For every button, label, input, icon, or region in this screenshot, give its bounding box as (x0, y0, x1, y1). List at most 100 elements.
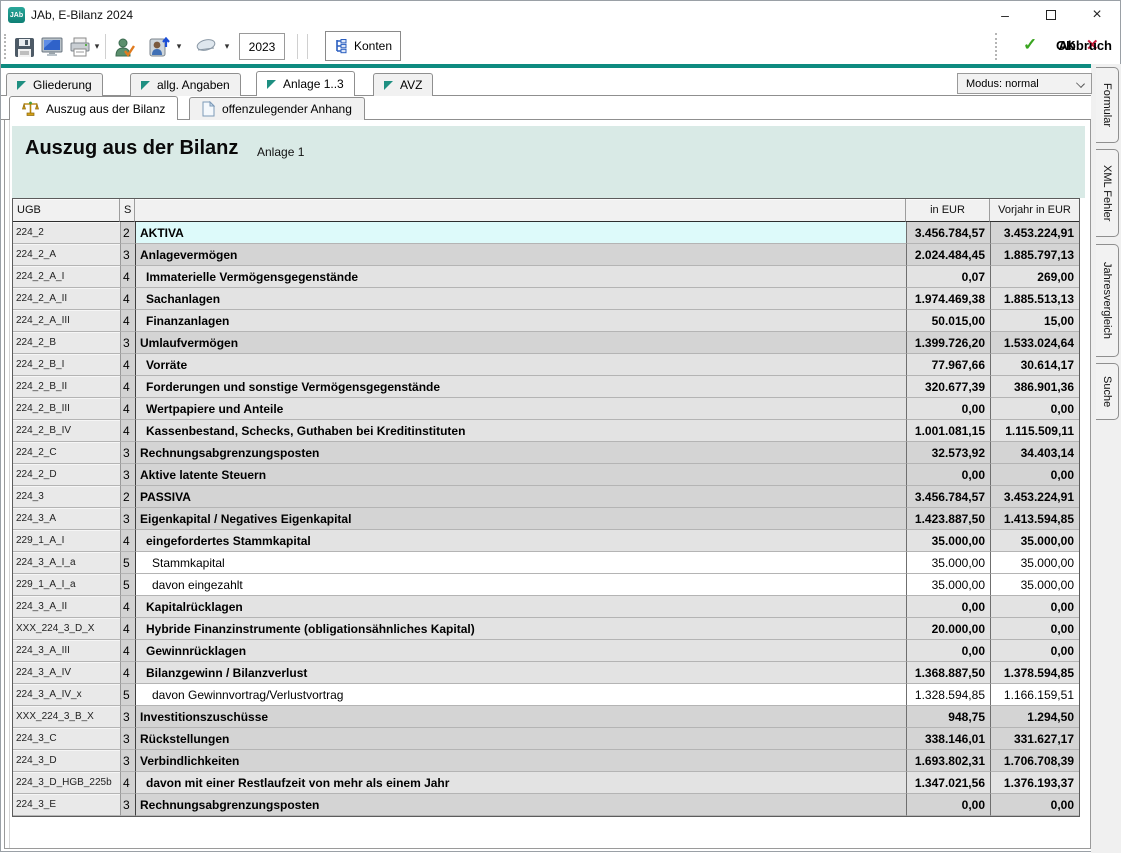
table-row[interactable]: 224_2_A3Anlagevermögen2.024.484,451.885.… (13, 244, 1079, 266)
user-up-dropdown-arrow[interactable]: ▾ (173, 41, 185, 52)
tab-anlage-1-3[interactable]: Anlage 1..3 (256, 71, 355, 96)
cell-s: 4 (120, 772, 135, 794)
table-row[interactable]: 224_2_A_III4Finanzanlagen50.015,0015,00 (13, 310, 1079, 332)
cell-eur: 1.328.594,85 (906, 684, 990, 706)
tab-label: Gliederung (33, 78, 92, 92)
cell-code: 224_2_B_II (13, 376, 120, 398)
cell-s: 4 (120, 310, 135, 332)
cell-s: 3 (120, 750, 135, 772)
cancel-button[interactable]: Abbruch (1059, 38, 1112, 53)
subtab-auszug-bilanz[interactable]: Auszug aus der Bilanz (9, 96, 178, 120)
table-row[interactable]: 224_32PASSIVA3.456.784,573.453.224,91 (13, 486, 1079, 508)
minimize-button[interactable]: – (982, 1, 1028, 29)
save-button[interactable] (11, 34, 37, 60)
flag-icon (267, 80, 276, 89)
subtab-offenzulegender-anhang[interactable]: offenzulegender Anhang (189, 97, 365, 120)
cell-eur: 1.001.081,15 (906, 420, 990, 442)
cell-code: 224_3_A_II (13, 596, 120, 618)
cell-prev: 15,00 (990, 310, 1079, 332)
cell-name: eingefordertes Stammkapital (135, 530, 906, 552)
year-field[interactable]: 2023 (239, 33, 285, 60)
scales-icon (22, 100, 39, 117)
save-icon (14, 37, 35, 58)
table-row[interactable]: XXX_224_3_B_X3Investitionszuschüsse948,7… (13, 706, 1079, 728)
cell-name: Vorräte (135, 354, 906, 376)
cell-code: 224_2_D (13, 464, 120, 486)
balance-table-body: 224_22AKTIVA3.456.784,573.453.224,91224_… (13, 222, 1079, 816)
cell-prev: 35.000,00 (990, 552, 1079, 574)
accent-divider (1, 64, 1120, 68)
side-tab-suche[interactable]: Suche (1096, 363, 1119, 420)
table-row[interactable]: XXX_224_3_D_X4Hybride Finanzinstrumente … (13, 618, 1079, 640)
user-up-button[interactable] (147, 34, 173, 60)
side-tab-xml-fehler[interactable]: XML Fehler (1096, 149, 1119, 237)
table-row[interactable]: 224_2_B_I4Vorräte77.967,6630.614,17 (13, 354, 1079, 376)
table-row[interactable]: 224_2_A_II4Sachanlagen1.974.469,381.885.… (13, 288, 1079, 310)
toolbar-separator (995, 33, 997, 60)
table-row[interactable]: 229_1_A_I4eingefordertes Stammkapital35.… (13, 530, 1079, 552)
table-row[interactable]: 224_3_E3Rechnungsabgrenzungsposten0,000,… (13, 794, 1079, 816)
flag-icon (141, 81, 150, 90)
user-check-button[interactable] (111, 34, 137, 60)
column-header-name[interactable] (135, 199, 906, 222)
page-title: Auszug aus der Bilanz (25, 137, 238, 160)
side-tab-jahresvergleich[interactable]: Jahresvergleich (1096, 244, 1119, 357)
main-tab-bar: Gliederung allg. Angaben Anlage 1..3 AVZ… (1, 71, 1091, 96)
table-row[interactable]: 224_22AKTIVA3.456.784,573.453.224,91 (13, 222, 1079, 244)
table-row[interactable]: 224_3_A_II4Kapitalrücklagen0,000,00 (13, 596, 1079, 618)
cell-name: Kapitalrücklagen (135, 596, 906, 618)
form-banner: Auszug aus der Bilanz Anlage 1 (12, 126, 1085, 198)
table-row[interactable]: 224_2_B_IV4Kassenbestand, Schecks, Gutha… (13, 420, 1079, 442)
close-button[interactable]: × (1074, 1, 1120, 29)
konten-button[interactable]: Konten (325, 31, 401, 61)
cell-name: Hybride Finanzinstrumente (obligationsäh… (135, 618, 906, 640)
column-header-ugb[interactable]: UGB (13, 199, 120, 222)
cell-prev: 1.706.708,39 (990, 750, 1079, 772)
table-row[interactable]: 224_2_B3Umlaufvermögen1.399.726,201.533.… (13, 332, 1079, 354)
cell-eur: 35.000,00 (906, 530, 990, 552)
table-row[interactable]: 224_3_D_HGB_225b4davon mit einer Restlau… (13, 772, 1079, 794)
table-row[interactable]: 224_2_B_II4Forderungen und sonstige Verm… (13, 376, 1079, 398)
erase-button[interactable] (193, 34, 219, 60)
maximize-button[interactable] (1028, 1, 1074, 29)
table-row[interactable]: 224_3_A3Eigenkapital / Negatives Eigenka… (13, 508, 1079, 530)
cell-prev: 34.403,14 (990, 442, 1079, 464)
erase-dropdown-arrow[interactable]: ▾ (221, 41, 233, 52)
table-row[interactable]: 224_3_A_IV_x5davon Gewinnvortrag/Verlust… (13, 684, 1079, 706)
tab-avz[interactable]: AVZ (373, 73, 433, 96)
table-row[interactable]: 224_3_A_I_a5Stammkapital35.000,0035.000,… (13, 552, 1079, 574)
mode-select[interactable]: Modus: normal (957, 73, 1092, 94)
table-row[interactable]: 224_2_D3Aktive latente Steuern0,000,00 (13, 464, 1079, 486)
cell-name: Sachanlagen (135, 288, 906, 310)
print-dropdown-arrow[interactable]: ▾ (91, 41, 103, 52)
table-row[interactable]: 224_3_D3Verbindlichkeiten1.693.802,311.7… (13, 750, 1079, 772)
cell-eur: 948,75 (906, 706, 990, 728)
column-header-vorjahr[interactable]: Vorjahr in EUR (990, 199, 1079, 222)
column-header-eur[interactable]: in EUR (906, 199, 990, 222)
cell-code: 224_3_A_III (13, 640, 120, 662)
page-subtitle: Anlage 1 (257, 145, 304, 159)
table-row[interactable]: 224_2_C3Rechnungsabgrenzungsposten32.573… (13, 442, 1079, 464)
cell-code: 229_1_A_I_a (13, 574, 120, 596)
cell-code: 224_3_A_IV_x (13, 684, 120, 706)
table-row[interactable]: 229_1_A_I_a5davon eingezahlt35.000,0035.… (13, 574, 1079, 596)
maximize-icon (1046, 10, 1056, 20)
cell-eur: 0,00 (906, 794, 990, 816)
table-row[interactable]: 224_3_A_III4Gewinnrücklagen0,000,00 (13, 640, 1079, 662)
side-tab-formular[interactable]: Formular (1096, 67, 1119, 143)
column-header-s[interactable]: S (120, 199, 135, 222)
title-bar[interactable]: JAb JAb, E-Bilanz 2024 – × (1, 1, 1120, 29)
cell-s: 3 (120, 464, 135, 486)
table-row[interactable]: 224_3_C3Rückstellungen338.146,01331.627,… (13, 728, 1079, 750)
preview-button[interactable] (39, 34, 65, 60)
print-button[interactable] (67, 34, 93, 60)
table-row[interactable]: 224_2_A_I4Immaterielle Vermögensgegenstä… (13, 266, 1079, 288)
cell-name: Bilanzgewinn / Bilanzverlust (135, 662, 906, 684)
tab-allg-angaben[interactable]: allg. Angaben (130, 73, 241, 96)
cell-eur: 50.015,00 (906, 310, 990, 332)
table-row[interactable]: 224_3_A_IV4Bilanzgewinn / Bilanzverlust1… (13, 662, 1079, 684)
tab-gliederung[interactable]: Gliederung (6, 73, 103, 96)
table-row[interactable]: 224_2_B_III4Wertpapiere und Anteile0,000… (13, 398, 1079, 420)
cell-name: Gewinnrücklagen (135, 640, 906, 662)
toolbar-grip[interactable] (4, 34, 6, 59)
